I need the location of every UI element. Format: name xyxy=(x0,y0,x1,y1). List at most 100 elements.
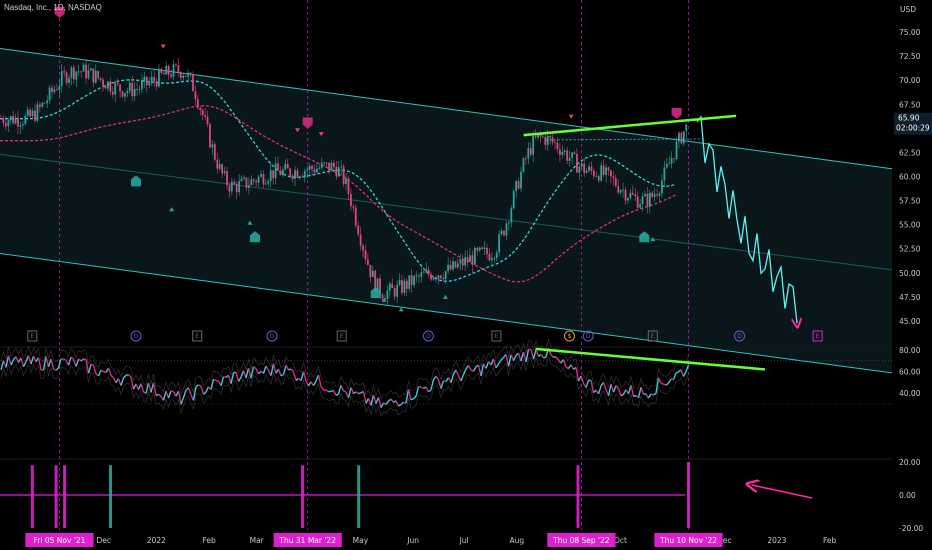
histogram-pane xyxy=(0,462,813,528)
oscillator-segment xyxy=(372,394,377,404)
oscillator-segment xyxy=(117,378,122,386)
candle xyxy=(427,269,430,275)
candle xyxy=(102,79,104,86)
oscillator-segment xyxy=(145,382,150,394)
candle xyxy=(4,123,7,127)
price-badge xyxy=(894,112,932,135)
candle xyxy=(21,124,24,126)
candle xyxy=(223,171,226,174)
candle xyxy=(7,120,10,127)
candle xyxy=(308,165,311,170)
oscillator-segment xyxy=(7,355,12,366)
candle xyxy=(255,180,258,183)
candle xyxy=(388,283,391,291)
highlight-date-badge xyxy=(547,533,616,547)
candle xyxy=(522,158,525,172)
candle xyxy=(359,234,362,246)
oscillator-segment xyxy=(295,377,299,382)
candle xyxy=(437,275,440,279)
candle xyxy=(612,176,615,179)
candle xyxy=(471,255,474,265)
oscillator-segment xyxy=(650,393,654,396)
candle xyxy=(41,102,44,107)
candle xyxy=(534,136,537,138)
candle xyxy=(379,278,381,295)
candle xyxy=(481,247,484,249)
oscillator-segment xyxy=(657,377,662,384)
candle xyxy=(141,81,143,89)
candle xyxy=(439,275,442,279)
oscillator-segment xyxy=(205,386,210,393)
candle xyxy=(656,194,658,196)
candle xyxy=(517,181,520,189)
oscillator-segment xyxy=(162,390,167,401)
signal-down-icon xyxy=(671,107,682,119)
oscillator-segment xyxy=(398,403,402,407)
candle xyxy=(607,167,610,171)
candle xyxy=(277,163,279,171)
oscillator-segment xyxy=(63,358,67,361)
highlight-date-label: Thu 31 Mar '22 xyxy=(278,536,336,545)
candle xyxy=(610,170,612,177)
svg-text:D: D xyxy=(586,333,591,340)
moving-average-slow xyxy=(0,105,677,283)
oscillator-segment xyxy=(480,363,485,377)
oscillator-segment xyxy=(27,355,32,365)
candle xyxy=(85,64,87,79)
candle xyxy=(240,178,243,182)
candle xyxy=(345,178,347,185)
candle xyxy=(201,109,204,116)
candle xyxy=(14,117,17,124)
channel-mid xyxy=(0,153,893,271)
oscillator-segment xyxy=(158,393,162,397)
candle xyxy=(452,261,454,270)
oscillator-segment xyxy=(497,359,502,365)
oscillator-segment xyxy=(15,356,20,363)
oscillator-segment xyxy=(580,375,585,384)
oscillator-segment xyxy=(410,398,414,401)
candle xyxy=(629,192,632,199)
candle xyxy=(408,275,411,289)
candle xyxy=(36,104,39,121)
oscillator-segment xyxy=(265,365,270,371)
candle xyxy=(381,294,384,299)
oscillator-segment xyxy=(230,372,235,384)
oscillator-segment xyxy=(227,375,232,384)
candle xyxy=(226,171,228,186)
candle xyxy=(303,171,306,177)
oscillator-segment xyxy=(198,384,202,387)
candle xyxy=(682,131,685,144)
signal-up-icon xyxy=(398,307,404,312)
candle xyxy=(116,83,119,85)
candle xyxy=(145,76,148,86)
candle xyxy=(515,181,518,192)
candle xyxy=(510,208,513,223)
x-tick-label: Feb xyxy=(202,536,216,545)
y-tick-label: 57.50 xyxy=(899,197,921,206)
oscillator-segment xyxy=(685,364,690,372)
candle xyxy=(605,167,607,175)
candle xyxy=(194,91,197,100)
candle xyxy=(320,162,323,168)
earnings-icon: E xyxy=(27,330,38,342)
candle xyxy=(354,207,357,226)
oscillator-segment xyxy=(412,395,417,400)
candle xyxy=(619,190,622,193)
svg-text:E: E xyxy=(340,333,344,340)
oscillator-segment xyxy=(425,386,430,393)
candle xyxy=(252,179,255,181)
split-icon: $ xyxy=(564,330,575,342)
candle xyxy=(636,196,639,208)
x-tick-label: Oct xyxy=(614,536,627,545)
svg-text:E: E xyxy=(495,333,499,340)
candle xyxy=(576,153,578,173)
y-tick-label: 60.00 xyxy=(899,368,921,377)
signal-down-icon xyxy=(295,128,300,133)
oscillator-segment xyxy=(120,377,125,386)
dividend-icon: D xyxy=(130,330,142,342)
oscillator-segment xyxy=(55,367,59,371)
candle xyxy=(493,258,496,259)
oscillator-segment xyxy=(302,371,307,382)
candle xyxy=(167,65,170,75)
